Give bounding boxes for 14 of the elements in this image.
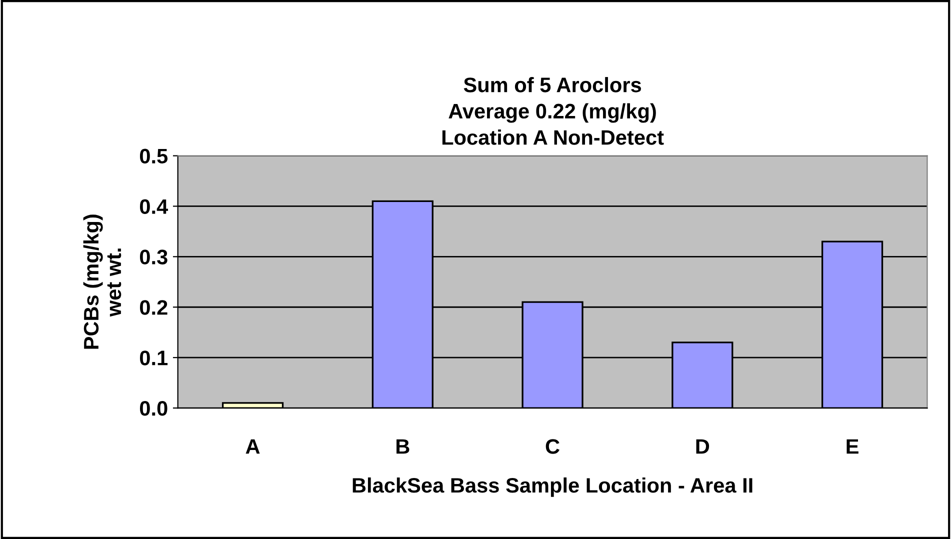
y-tick-label: 0.1 <box>140 350 168 366</box>
x-tick-label: E <box>846 439 858 454</box>
x-tick-label: D <box>696 439 710 454</box>
y-tick-label: 0.2 <box>140 300 168 315</box>
y-axis-title: PCBs (mg/kg) wet wt. <box>83 214 122 349</box>
y-tick-label: 0.3 <box>140 250 168 264</box>
x-tick-label: C <box>546 439 560 454</box>
chart-title: Sum of 5 Aroclors Average 0.22 (mg/kg) Location A Non-Detect <box>442 77 664 145</box>
x-tick-label: A <box>246 439 260 454</box>
x-axis-title: BlackSea Bass Sample Location - Area II <box>352 477 752 497</box>
y-tick-label: 0.4 <box>140 199 168 214</box>
y-tick-label: 0.5 <box>140 148 168 164</box>
x-tick-label: B <box>396 439 410 454</box>
y-tick-label: 0.0 <box>140 401 168 416</box>
